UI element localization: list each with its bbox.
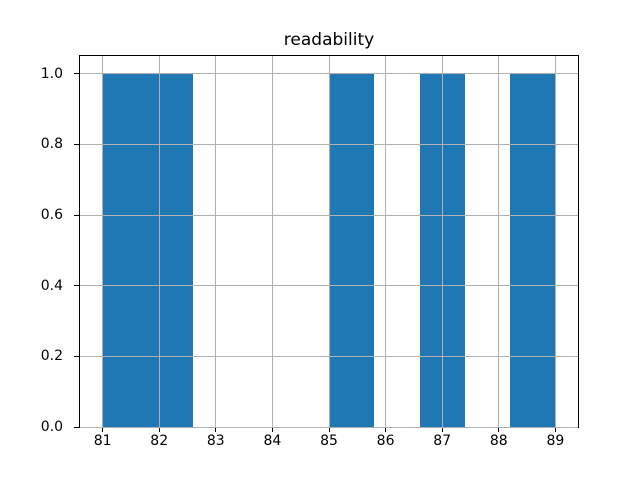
chart-title: readability [283,30,375,50]
x-tick-label: 83 [206,433,225,449]
x-tick-label: 81 [93,433,112,449]
x-tick-mark [158,428,160,432]
x-tick-mark [498,428,500,432]
gridline-vertical [441,56,443,427]
x-tick-label: 86 [376,433,395,449]
gridline-vertical [271,56,273,427]
y-tick-label: 0.6 [40,207,63,223]
y-tick-mark [74,426,79,428]
y-tick-mark [74,73,79,75]
x-tick-mark [554,428,556,432]
y-tick-label: 1.0 [40,65,63,82]
gridline-vertical [554,56,556,427]
x-tick-mark [271,428,273,432]
gridline-vertical [102,56,104,427]
histogram-bar [102,73,148,427]
y-tick-label: 0.8 [40,136,63,153]
gridline-horizontal [80,143,578,145]
histogram-bar [329,73,375,427]
x-tick-mark [102,428,104,432]
y-tick-label: 0.0 [40,419,63,435]
x-tick-label: 84 [263,433,282,449]
gridline-horizontal [80,214,578,216]
y-tick-mark [74,143,79,145]
plot-area [79,55,579,428]
gridline-vertical [328,56,330,427]
grid-layer [80,56,578,428]
gridline-vertical [498,56,500,427]
x-tick-label: 89 [546,433,565,449]
x-tick-mark [385,428,387,432]
y-tick-mark [74,355,79,357]
gridline-horizontal [80,285,578,287]
x-tick-label: 85 [320,433,338,449]
gridline-horizontal [80,426,578,428]
y-tick-label: 0.2 [40,348,63,365]
x-tick-mark [441,428,443,432]
histogram-bar [147,73,194,427]
x-tick-mark [215,428,217,432]
x-tick-label: 82 [150,433,169,449]
y-tick-mark [74,214,79,216]
y-tick-mark [74,285,79,287]
gridline-horizontal [80,73,578,75]
gridline-vertical [158,56,160,427]
x-tick-label: 87 [433,433,452,449]
gridline-horizontal [80,355,578,357]
y-tick-label: 0.4 [40,277,63,294]
gridline-vertical [215,56,217,427]
x-tick-mark [328,428,330,432]
x-tick-label: 88 [489,433,508,449]
histogram-bar [510,73,556,427]
gridline-vertical [385,56,387,427]
